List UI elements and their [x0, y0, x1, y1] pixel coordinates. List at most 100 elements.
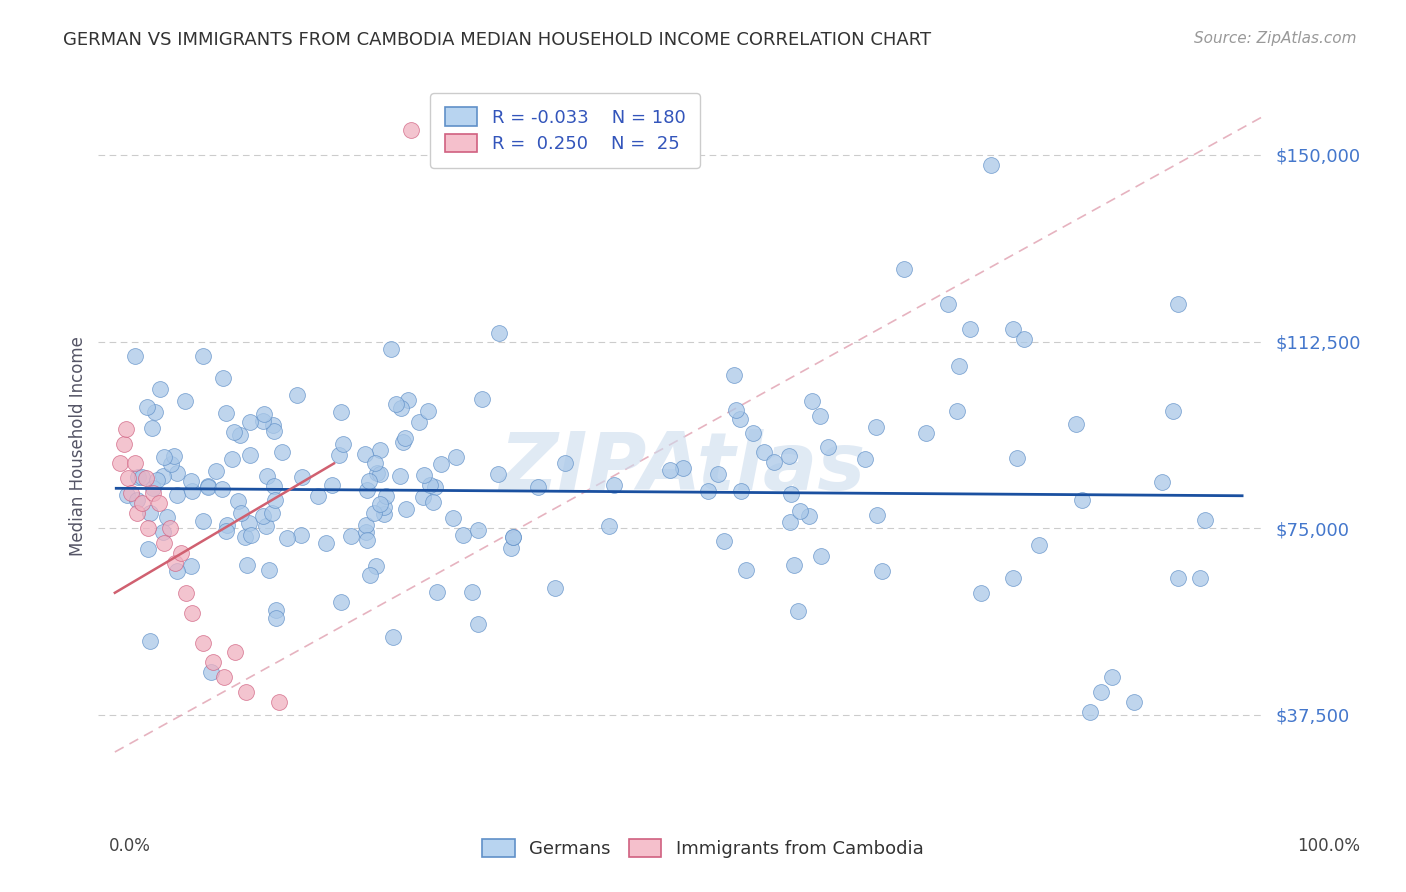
Point — [430, 457, 453, 471]
Point — [211, 483, 233, 497]
Point — [285, 388, 308, 402]
Point — [396, 393, 419, 408]
Point — [239, 448, 262, 462]
Point — [197, 478, 219, 492]
Point — [215, 406, 238, 420]
Point — [426, 585, 449, 599]
Point — [1005, 451, 1028, 466]
Point — [354, 524, 377, 539]
Point — [124, 457, 146, 471]
Point — [419, 478, 441, 492]
Point — [239, 528, 262, 542]
Point — [486, 467, 509, 481]
Point — [786, 603, 808, 617]
Point — [166, 488, 188, 502]
Point — [598, 518, 620, 533]
Point — [783, 558, 806, 572]
Point — [658, 463, 681, 477]
Point — [191, 635, 214, 649]
Point — [238, 516, 260, 530]
Point — [543, 581, 565, 595]
Point — [110, 457, 132, 471]
Point — [502, 530, 524, 544]
Text: GERMAN VS IMMIGRANTS FROM CAMBODIA MEDIAN HOUSEHOLD INCOME CORRELATION CHART: GERMAN VS IMMIGRANTS FROM CAMBODIA MEDIA… — [63, 31, 931, 49]
Point — [374, 489, 396, 503]
Point — [339, 529, 361, 543]
Point — [160, 457, 183, 471]
Point — [412, 468, 434, 483]
Point — [488, 326, 510, 341]
Point — [706, 467, 728, 482]
Point — [112, 436, 135, 450]
Point — [948, 359, 970, 373]
Point — [380, 342, 402, 356]
Point — [236, 558, 259, 572]
Point — [291, 469, 314, 483]
Point — [735, 563, 758, 577]
Point — [752, 445, 775, 459]
Point — [330, 405, 353, 419]
Point — [131, 469, 153, 483]
Text: ZIPAtlas: ZIPAtlas — [499, 429, 865, 507]
Point — [229, 428, 252, 442]
Point — [180, 474, 202, 488]
Point — [370, 442, 392, 457]
Point — [239, 415, 262, 429]
Point — [865, 508, 887, 522]
Point — [1070, 493, 1092, 508]
Point — [156, 509, 179, 524]
Point — [235, 685, 257, 699]
Point — [385, 396, 408, 410]
Legend: R = -0.033    N = 180, R =  0.250    N =  25: R = -0.033 N = 180, R = 0.250 N = 25 — [430, 93, 700, 168]
Point — [117, 471, 139, 485]
Point — [865, 420, 887, 434]
Point — [870, 564, 893, 578]
Point — [1078, 705, 1101, 719]
Point — [356, 518, 378, 533]
Point — [936, 297, 959, 311]
Point — [256, 469, 278, 483]
Point — [315, 535, 337, 549]
Point — [779, 516, 801, 530]
Point — [441, 511, 464, 525]
Point — [180, 559, 202, 574]
Point — [527, 480, 550, 494]
Point — [461, 585, 484, 599]
Point — [366, 466, 388, 480]
Point — [364, 456, 387, 470]
Point — [124, 349, 146, 363]
Point — [211, 371, 233, 385]
Legend: Germans, Immigrants from Cambodia: Germans, Immigrants from Cambodia — [475, 831, 931, 865]
Point — [359, 567, 381, 582]
Point — [217, 518, 239, 533]
Point — [368, 497, 391, 511]
Point — [125, 492, 148, 507]
Point — [162, 450, 184, 464]
Point — [1167, 297, 1189, 311]
Point — [307, 489, 329, 503]
Point — [166, 564, 188, 578]
Point — [193, 349, 215, 363]
Point — [671, 460, 693, 475]
Point — [252, 413, 274, 427]
Point — [135, 471, 157, 485]
Point — [135, 400, 157, 414]
Point — [723, 368, 745, 383]
Point — [382, 631, 405, 645]
Point — [763, 455, 786, 469]
Point — [253, 407, 276, 421]
Point — [166, 466, 188, 480]
Point — [389, 401, 412, 416]
Point — [114, 421, 136, 435]
Point — [416, 404, 439, 418]
Point — [260, 506, 283, 520]
Point — [388, 469, 411, 483]
Point — [153, 536, 176, 550]
Point — [224, 645, 246, 659]
Point — [391, 434, 413, 449]
Point — [165, 556, 187, 570]
Point — [959, 322, 981, 336]
Point — [817, 440, 839, 454]
Point — [222, 425, 245, 440]
Point — [197, 480, 219, 494]
